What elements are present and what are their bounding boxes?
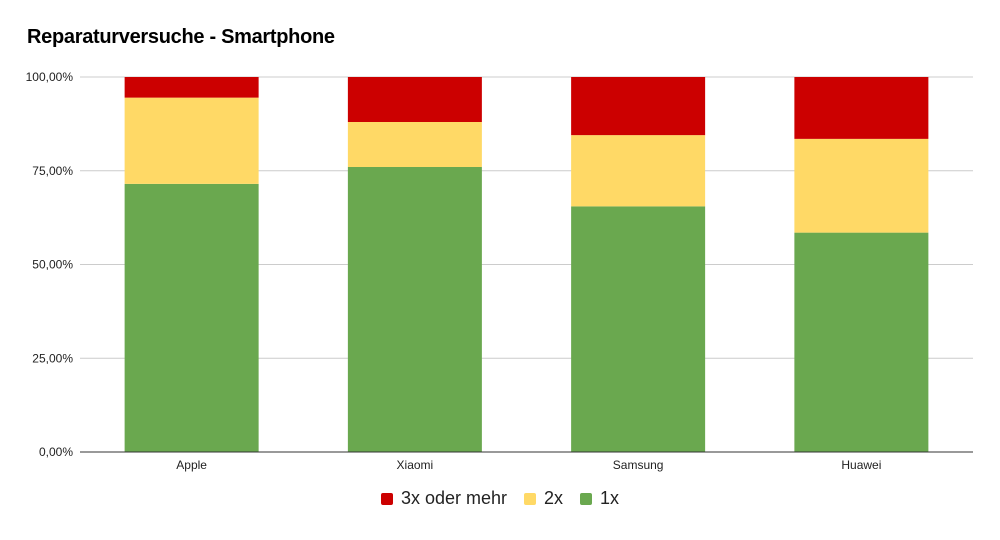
axes: 0,00% 25,00% 50,00% 75,00% 100,00% Apple Xiaom… bbox=[26, 70, 973, 472]
bars bbox=[124, 77, 929, 452]
bar-segment-2x bbox=[571, 135, 706, 207]
bar-segment-2x bbox=[347, 122, 482, 167]
x-tick-label: Huawei bbox=[841, 458, 881, 472]
y-tick-label: 75,00% bbox=[32, 164, 73, 178]
bar-segment-3x-oder-mehr bbox=[794, 77, 929, 139]
y-tick-label: 0,00% bbox=[39, 445, 73, 459]
bar-segment-3x-oder-mehr bbox=[124, 77, 259, 98]
x-tick-label: Apple bbox=[176, 458, 207, 472]
bar-segment-1x bbox=[347, 167, 482, 452]
bar-segment-1x bbox=[124, 183, 259, 452]
legend-label: 3x oder mehr bbox=[400, 488, 508, 508]
legend-swatch bbox=[524, 492, 537, 505]
y-tick-label: 100,00% bbox=[26, 70, 74, 84]
chart-title: Reparaturversuche - Smartphone bbox=[27, 26, 335, 48]
bar-segment-3x-oder-mehr bbox=[347, 77, 482, 122]
legend-swatch bbox=[580, 492, 593, 505]
bar-segment-1x bbox=[794, 232, 929, 452]
legend-item: 1x bbox=[580, 488, 619, 509]
y-tick-label: 50,00% bbox=[32, 258, 73, 272]
bar-segment-1x bbox=[571, 206, 706, 452]
legend: 3x oder mehr 2x 1x bbox=[0, 488, 1000, 509]
x-tick-label: Samsung bbox=[613, 458, 664, 472]
legend-label: 1x bbox=[600, 488, 620, 508]
legend-item: 3x oder mehr bbox=[380, 488, 508, 509]
bar-segment-2x bbox=[124, 97, 259, 184]
bar-segment-2x bbox=[794, 138, 929, 233]
legend-swatch bbox=[380, 492, 393, 505]
x-tick-label: Xiaomi bbox=[397, 458, 434, 472]
bar-segment-3x-oder-mehr bbox=[571, 77, 706, 136]
y-tick-label: 25,00% bbox=[32, 351, 73, 365]
legend-label: 2x bbox=[544, 488, 564, 508]
legend-item: 2x bbox=[524, 488, 563, 509]
